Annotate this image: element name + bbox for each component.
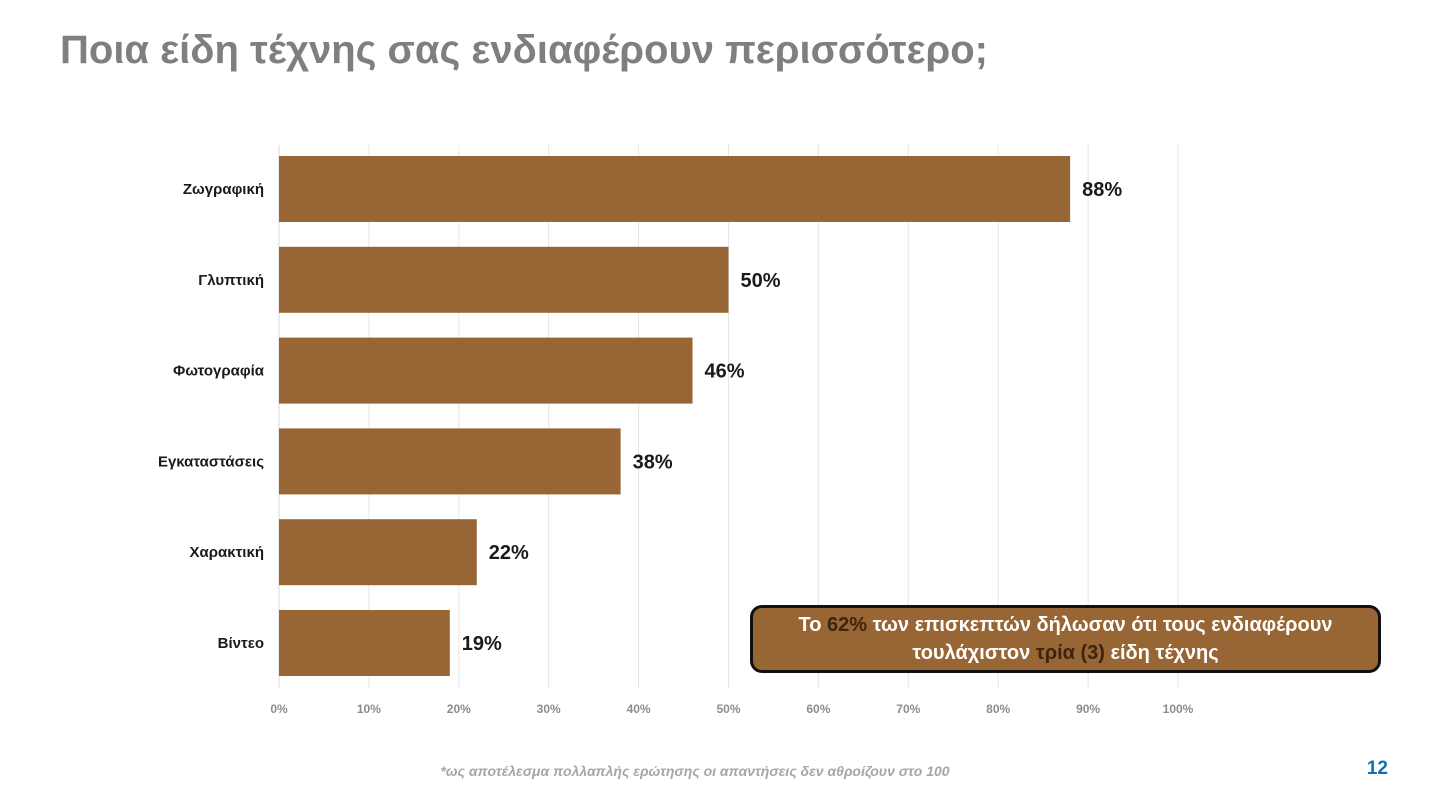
chart-labels: 0% 10% 20% 30% 40% 50% 60% 70% 80% 90% 100% Ζωγραφι… — [158, 179, 1194, 716]
x-tick-label: 90% — [1076, 702, 1100, 716]
x-tick-label: 30% — [537, 702, 561, 716]
gridlines — [278, 145, 1179, 688]
footnote: *ως αποτέλεσμα πολλαπλής ερώτησης οι απα… — [440, 763, 950, 779]
callout-text-part: τουλάχιστον — [912, 642, 1036, 664]
x-tick-label: 0% — [270, 702, 288, 716]
data-label: 22% — [489, 542, 529, 564]
data-label: 88% — [1082, 179, 1122, 201]
data-label: 19% — [462, 633, 502, 655]
x-tick-label: 100% — [1163, 702, 1194, 716]
page-title: Ποια είδη τέχνης σας ενδιαφέρουν περισσό… — [60, 28, 988, 72]
summary-callout: Το 62% των επισκεπτών δήλωσαν ότι τους ε… — [750, 605, 1381, 673]
callout-text: Το 62% των επισκεπτών δήλωσαν ότι τους ε… — [799, 611, 1333, 667]
data-label: 38% — [633, 451, 673, 473]
bar — [279, 610, 450, 676]
category-label: Βίντεο — [218, 635, 264, 652]
bars — [279, 156, 1071, 676]
callout-highlight-percent: 62% — [827, 614, 868, 636]
callout-text-part: Το — [798, 614, 828, 636]
x-tick-label: 40% — [627, 702, 651, 716]
data-label: 50% — [741, 270, 781, 292]
x-tick-label: 20% — [447, 702, 471, 716]
callout-text-part: είδη τέχνης — [1104, 642, 1219, 664]
bar — [279, 337, 693, 404]
bar — [279, 156, 1071, 222]
x-tick-label: 80% — [986, 702, 1010, 716]
x-tick-label: 70% — [896, 702, 920, 716]
data-label: 46% — [705, 361, 745, 383]
bar — [279, 519, 477, 586]
category-label: Εγκαταστάσεις — [158, 453, 264, 470]
bar — [279, 428, 621, 495]
x-tick-label: 60% — [806, 702, 830, 716]
bar — [279, 246, 729, 313]
callout-text-part: των επισκεπτών δήλωσαν ότι τους ενδιαφέρ… — [867, 614, 1333, 636]
callout-highlight-count: τρία (3) — [1035, 642, 1105, 664]
x-tick-label: 50% — [716, 702, 740, 716]
category-label: Φωτογραφία — [173, 363, 265, 380]
x-tick-label: 10% — [357, 702, 381, 716]
page-number: 12 — [1366, 758, 1388, 779]
category-label: Χαρακτική — [190, 544, 264, 561]
category-label: Γλυπτική — [198, 272, 264, 289]
category-label: Ζωγραφική — [183, 181, 264, 198]
